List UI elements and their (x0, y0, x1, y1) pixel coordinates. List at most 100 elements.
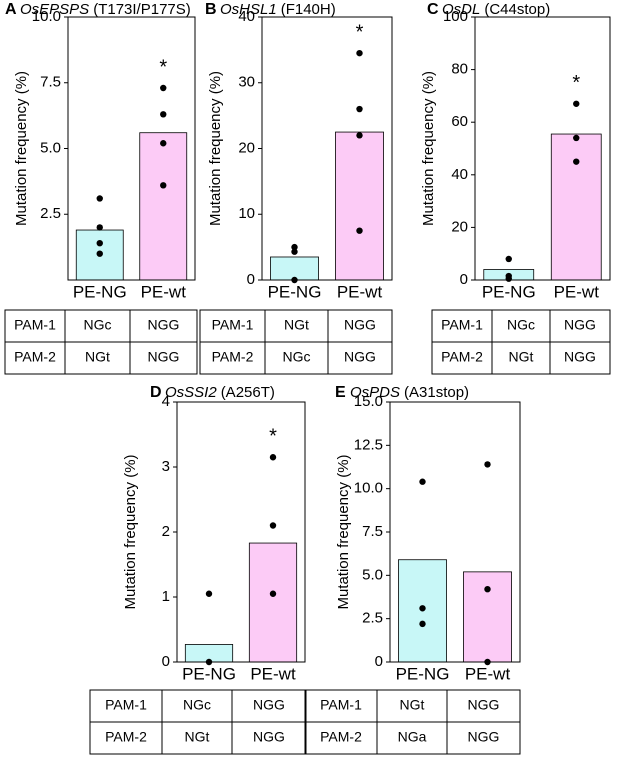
x-tick-label: PE-wt (337, 282, 383, 301)
table-cell: NGG (564, 349, 596, 365)
y-axis-label: Mutation frequency (%) (335, 454, 352, 609)
y-tick-label: 15.0 (354, 393, 383, 410)
panel-label: C (427, 1, 439, 18)
bar (335, 131, 384, 281)
title-mutation: (A256T) (221, 384, 275, 401)
x-tick-label: PE-wt (250, 664, 296, 683)
y-axis-label: Mutation frequency (%) (13, 71, 30, 226)
x-tick-label: PE-wt (554, 282, 600, 301)
chart-title: OsSSI2 (A256T) (165, 384, 275, 401)
data-point (291, 243, 298, 251)
table-cell: PAM-2 (441, 349, 483, 365)
plot-frame (261, 16, 393, 281)
data-point (356, 105, 363, 113)
panel-label: D (150, 384, 162, 401)
significance-marker: * (356, 21, 364, 43)
significance-marker: * (159, 56, 167, 78)
table-cell: PAM-2 (105, 729, 147, 745)
y-tick-label: 4 (162, 393, 170, 410)
table-cell: PAM-2 (212, 349, 254, 365)
table-cell: NGa (398, 729, 427, 745)
data-point (573, 134, 580, 142)
data-point (269, 454, 277, 461)
table-cell: NGt (85, 349, 110, 365)
x-tick-label: PE-NG (182, 664, 236, 683)
x-tick-label: PE-NG (268, 282, 322, 301)
chart-title: OsPDS (A31stop) (350, 384, 469, 401)
significance-marker: * (572, 72, 580, 94)
y-tick-label: 2 (162, 523, 170, 540)
data-point (160, 182, 167, 189)
x-tick-label: PE-NG (73, 282, 127, 301)
data-point (269, 522, 277, 529)
table-cell: NGc (283, 349, 311, 365)
y-tick-label: 10.0 (32, 8, 61, 25)
y-tick-label: 10 (238, 205, 255, 222)
plot-frame (67, 16, 196, 281)
plot-frame (389, 401, 521, 663)
y-tick-label: 30 (238, 74, 255, 91)
table-cell: NGG (253, 697, 285, 713)
data-point (505, 255, 512, 263)
table-cell: PAM-1 (105, 697, 147, 713)
y-tick-label: 1 (162, 588, 170, 605)
significance-marker: * (269, 426, 277, 448)
y-tick-label: 5.0 (40, 139, 61, 156)
data-point (356, 132, 363, 139)
title-gene: OsEPSPS (20, 1, 89, 18)
y-axis-label: Mutation frequency (%) (207, 71, 224, 226)
data-point (356, 49, 363, 57)
y-tick-label: 60 (451, 113, 468, 130)
table-cell: PAM-1 (212, 317, 254, 333)
y-tick-label: 40 (451, 166, 468, 183)
data-point (419, 478, 426, 485)
title-mutation: (T173I/P177S) (93, 1, 191, 18)
data-point (505, 275, 512, 282)
y-tick-label: 5.0 (362, 566, 383, 583)
table-cell: NGG (344, 349, 376, 365)
table-cell: NGt (185, 729, 210, 745)
y-tick-label: 7.5 (40, 74, 61, 91)
data-point (269, 590, 277, 597)
y-tick-label: 0 (375, 653, 383, 670)
y-tick-label: 12.5 (354, 436, 383, 453)
table-cell: PAM-1 (320, 697, 362, 713)
table-cell: NGc (507, 317, 535, 333)
table-cell: NGt (400, 697, 425, 713)
y-tick-label: 40 (238, 8, 255, 25)
title-gene: OsHSL1 (220, 1, 277, 18)
data-point (96, 224, 103, 231)
table-cell: NGG (148, 349, 180, 365)
table-cell: NGc (183, 697, 211, 713)
panel-label: B (205, 1, 217, 18)
chart-title: OsHSL1 (F140H) (220, 1, 336, 18)
y-tick-label: 0 (460, 271, 468, 288)
data-point (573, 100, 580, 107)
table-cell: NGG (468, 697, 500, 713)
chart-title: OsDL (C44stop) (442, 1, 550, 18)
y-axis-label: Mutation frequency (%) (420, 71, 437, 226)
title-gene: OsSSI2 (165, 384, 217, 401)
y-tick-label: 80 (451, 61, 468, 78)
x-tick-label: PE-NG (396, 664, 450, 683)
bar (270, 256, 319, 281)
data-point (96, 195, 103, 202)
bar (463, 571, 512, 663)
data-point (96, 250, 103, 257)
data-point (291, 248, 298, 255)
data-point (419, 620, 426, 628)
table-cell: NGG (564, 317, 596, 333)
y-tick-label: 3 (162, 458, 170, 475)
plot-frame (474, 16, 611, 281)
y-tick-label: 0 (247, 271, 255, 288)
data-point (160, 140, 167, 147)
panel-label: E (335, 384, 346, 401)
chart-title: OsEPSPS (T173I/P177S) (20, 1, 191, 18)
y-axis-label: Mutation frequency (%) (122, 454, 139, 609)
x-tick-label: PE-wt (141, 282, 187, 301)
table-cell: NGt (509, 349, 534, 365)
panel-label: A (5, 1, 17, 18)
y-tick-label: 100 (443, 8, 468, 25)
y-tick-label: 2.5 (40, 205, 61, 222)
data-point (356, 227, 363, 234)
